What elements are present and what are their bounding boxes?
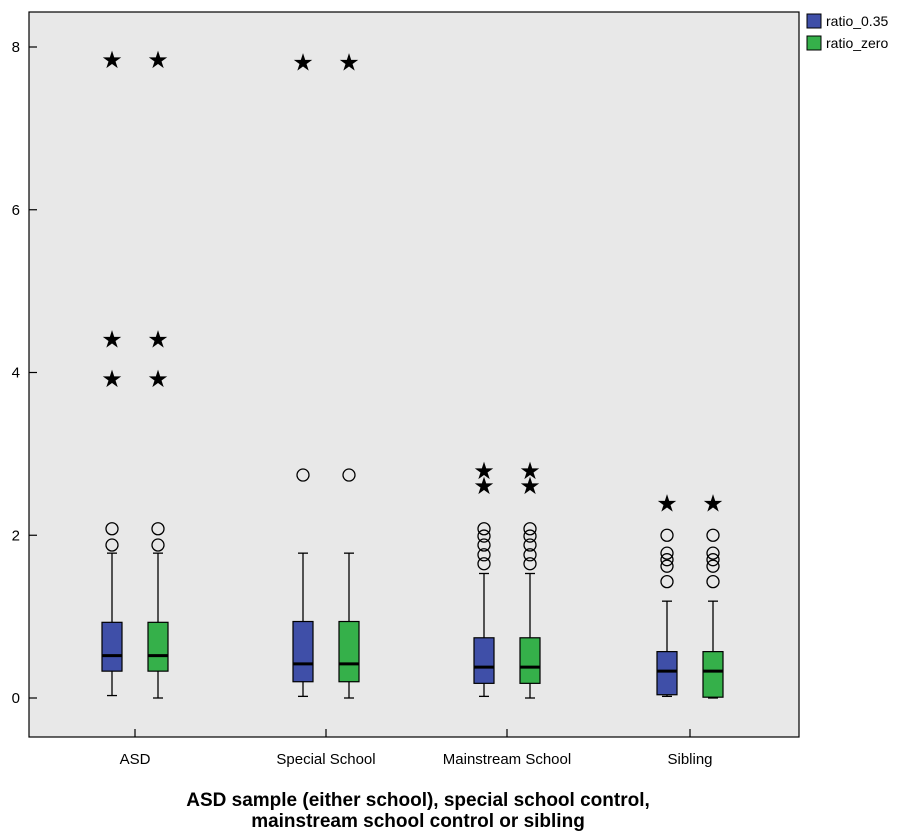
outlier-point-1 bbox=[477, 548, 491, 562]
outlier-point-2 bbox=[477, 538, 491, 552]
outlier-point-0 bbox=[151, 538, 165, 552]
y-tick-label-4: 8 bbox=[12, 39, 20, 56]
x-tick-label-1: Special School bbox=[276, 751, 375, 768]
extreme-point-0: ★ bbox=[338, 49, 360, 77]
box-iqr bbox=[101, 621, 123, 672]
legend-label-0: ratio_0.35 bbox=[826, 13, 888, 29]
outlier-point-0 bbox=[477, 557, 491, 571]
extreme-point-2: ★ bbox=[101, 46, 123, 74]
outlier-point-0 bbox=[706, 574, 720, 589]
y-tick-label-1: 2 bbox=[12, 527, 20, 544]
extreme-point-0: ★ bbox=[519, 472, 541, 500]
legend-label-1: ratio_zero bbox=[826, 35, 888, 51]
y-tick-label-0: 0 bbox=[12, 690, 20, 707]
outlier-point-1 bbox=[105, 522, 119, 536]
box-ratio_zero-0: ★ ★ ★ bbox=[147, 46, 169, 699]
outlier-point-3 bbox=[706, 546, 720, 560]
legend: ratio_0.35 ratio_zero bbox=[806, 13, 888, 51]
extreme-point-1: ★ bbox=[473, 457, 495, 485]
box-iqr bbox=[656, 651, 678, 696]
outlier-point-4 bbox=[477, 522, 491, 536]
extreme-point-0: ★ bbox=[702, 490, 724, 518]
extreme-point-0: ★ bbox=[656, 490, 678, 518]
extreme-point-1: ★ bbox=[101, 325, 123, 353]
x-axis-title-line-1: ASD sample (either school), special scho… bbox=[186, 790, 650, 811]
outlier-point-4 bbox=[706, 528, 720, 542]
legend-swatch-0 bbox=[806, 13, 822, 29]
y-tick-label-3: 6 bbox=[12, 202, 20, 219]
outlier-point-3 bbox=[523, 529, 537, 543]
box-groups: ★★★ ★★★★★★★ ★★★★ bbox=[101, 46, 724, 699]
outlier-point-3 bbox=[660, 546, 674, 560]
outlier-point-0 bbox=[660, 574, 674, 589]
box-ratio_0.35-1: ★ bbox=[292, 49, 314, 698]
box-iqr bbox=[473, 637, 495, 684]
outlier-point-1 bbox=[151, 522, 165, 536]
outlier-point-1 bbox=[706, 559, 720, 573]
y-tick-label-2: 4 bbox=[12, 365, 20, 382]
outlier-point-0 bbox=[105, 538, 119, 552]
x-axis-title-line-2: mainstream school control or sibling bbox=[251, 811, 585, 832]
outlier-point-4 bbox=[523, 522, 537, 536]
box-ratio_zero-2: ★★ bbox=[519, 457, 541, 699]
box-ratio_zero-3: ★ bbox=[702, 490, 724, 699]
box-ratio_0.35-0: ★ ★ ★ bbox=[101, 46, 123, 697]
box-iqr bbox=[338, 620, 360, 683]
box-iqr bbox=[702, 651, 724, 698]
extreme-point-0: ★ bbox=[147, 365, 169, 393]
outlier-point-0 bbox=[523, 557, 537, 571]
x-axis: ASD Special School Mainstream School Siblin… bbox=[120, 729, 713, 768]
outlier-point-2 bbox=[706, 553, 720, 567]
extreme-point-1: ★ bbox=[147, 325, 169, 353]
extreme-point-0: ★ bbox=[292, 49, 314, 77]
box-iqr bbox=[292, 620, 314, 683]
outlier-point-2 bbox=[523, 538, 537, 552]
y-axis: 0 2 4 6 8 bbox=[12, 39, 37, 707]
outlier-point-0 bbox=[342, 468, 356, 482]
plot-area bbox=[28, 11, 800, 738]
extreme-point-0: ★ bbox=[473, 472, 495, 500]
box-ratio_0.35-3: ★ bbox=[656, 490, 678, 698]
extreme-point-2: ★ bbox=[147, 46, 169, 74]
legend-swatch-1 bbox=[806, 35, 822, 51]
outlier-point-0 bbox=[296, 468, 310, 482]
box-iqr bbox=[147, 621, 169, 672]
x-tick-label-2: Mainstream School bbox=[443, 751, 571, 768]
outlier-point-4 bbox=[660, 528, 674, 542]
box-ratio_zero-1: ★ bbox=[338, 49, 360, 699]
outlier-point-2 bbox=[660, 553, 674, 567]
x-tick-label-0: ASD bbox=[120, 751, 151, 768]
extreme-point-0: ★ bbox=[101, 365, 123, 393]
extreme-point-1: ★ bbox=[519, 457, 541, 485]
outlier-point-1 bbox=[523, 548, 537, 562]
outlier-point-1 bbox=[660, 559, 674, 573]
x-tick-label-3: Sibling bbox=[667, 751, 712, 768]
outlier-point-3 bbox=[477, 529, 491, 543]
box-ratio_0.35-2: ★★ bbox=[473, 457, 495, 698]
box-iqr bbox=[519, 637, 541, 684]
